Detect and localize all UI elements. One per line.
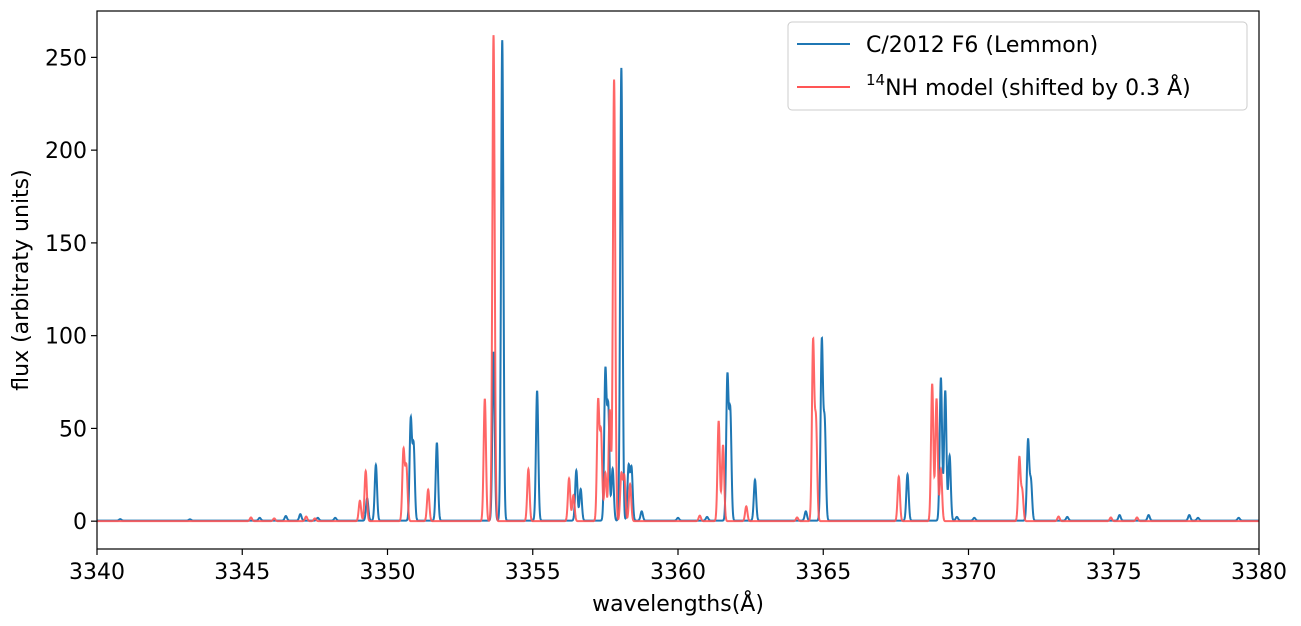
legend: C/2012 F6 (Lemmon) 14NH model (shifted b… [787, 21, 1248, 111]
x-tick-label: 3360 [650, 560, 706, 585]
series-line-nh-model [97, 35, 1259, 523]
x-tick-label: 3370 [941, 560, 997, 585]
series-line-lemmon [97, 40, 1259, 522]
y-tick-label: 100 [45, 325, 87, 350]
y-tick-label: 50 [59, 417, 87, 442]
legend-label-lemmon: C/2012 F6 (Lemmon) [866, 33, 1098, 58]
x-tick-label: 3345 [214, 560, 270, 585]
legend-box [787, 21, 1248, 111]
x-tick-label: 3365 [795, 560, 851, 585]
y-tick-label: 150 [45, 232, 87, 257]
legend-label-nh-text: NH model (shifted by 0.3 Å) [885, 74, 1191, 101]
x-tick-label: 3380 [1231, 560, 1287, 585]
y-axis-label: flux (arbitraty units) [9, 169, 34, 390]
y-axis-ticks: 0 50 100 150 200 250 [45, 46, 97, 535]
x-tick-label: 3355 [505, 560, 561, 585]
legend-superscript: 14 [866, 71, 885, 89]
x-axis-ticks: 3340 3345 3350 3355 3360 3365 3370 3375 3380 [69, 549, 1287, 585]
x-tick-label: 3350 [360, 560, 416, 585]
y-tick-label: 0 [73, 510, 87, 535]
x-tick-label: 3375 [1086, 560, 1142, 585]
x-tick-label: 3340 [69, 560, 125, 585]
y-tick-label: 200 [45, 139, 87, 164]
y-tick-label: 250 [45, 46, 87, 71]
series-layer [97, 35, 1259, 523]
x-axis-label: wavelengths(Å) [592, 590, 764, 617]
legend-label-nh-model: 14NH model (shifted by 0.3 Å) [866, 71, 1191, 101]
